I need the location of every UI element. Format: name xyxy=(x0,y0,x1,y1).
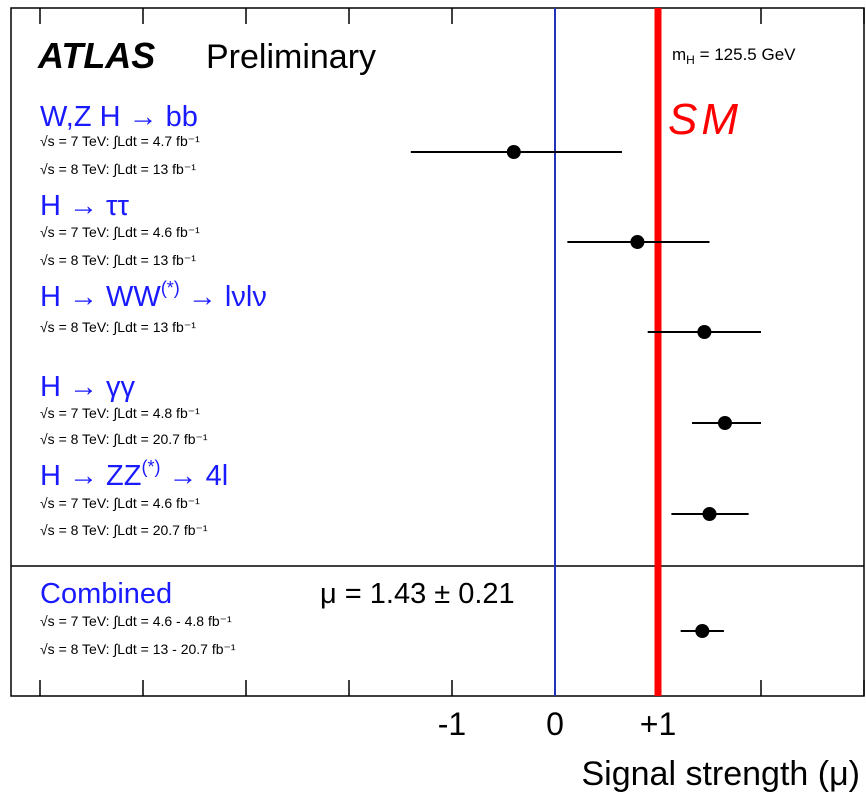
channel-label-ww-star: (*) xyxy=(161,278,180,298)
channel-label-zz-star: (*) xyxy=(142,457,161,477)
mass-label: mH = 125.5 GeV xyxy=(672,45,796,67)
channel-label-zz: H → ZZ(*) → 4l xyxy=(40,457,228,492)
data-point-zz xyxy=(702,507,717,521)
x-axis-title: Signal strength (μ) xyxy=(582,755,861,793)
channel-label-combined: Combined xyxy=(40,578,172,610)
data-point-gammagamma xyxy=(717,416,732,430)
data-points xyxy=(410,145,761,638)
lumi-zz-7tev: √s = 7 TeV: ∫Ldt = 4.6 fb⁻¹ xyxy=(40,495,200,511)
mass-value: = 125.5 GeV xyxy=(695,45,796,64)
lumi-zz-8tev: √s = 8 TeV: ∫Ldt = 20.7 fb⁻¹ xyxy=(40,522,208,538)
data-point-ww xyxy=(697,325,712,339)
lumi-gammagamma-8tev: √s = 8 TeV: ∫Ldt = 20.7 fb⁻¹ xyxy=(40,431,208,447)
lumi-combined-8tev: √s = 8 TeV: ∫Ldt = 13 - 20.7 fb⁻¹ xyxy=(40,641,236,657)
x-tick-label: 0 xyxy=(546,706,564,742)
x-tick-label: -1 xyxy=(438,706,466,742)
channel-label-ww-part1: H → WW xyxy=(40,281,161,313)
lumi-ww-8tev: √s = 8 TeV: ∫Ldt = 13 fb⁻¹ xyxy=(40,319,196,335)
lumi-gammagamma-7tev: √s = 7 TeV: ∫Ldt = 4.8 fb⁻¹ xyxy=(40,405,200,421)
combined-result: μ = 1.43 ± 0.21 xyxy=(320,578,515,610)
luminosity-labels: √s = 7 TeV: ∫Ldt = 4.7 fb⁻¹ √s = 8 TeV: … xyxy=(40,133,236,657)
plot-frame xyxy=(10,7,865,697)
channel-label-tautau: H → ττ xyxy=(40,190,130,222)
data-point-tautau xyxy=(630,235,645,249)
lumi-vh-bb-8tev: √s = 8 TeV: ∫Ldt = 13 fb⁻¹ xyxy=(40,161,196,177)
channel-label-ww: H → WW(*) → lνlν xyxy=(40,278,267,313)
data-point-vh-bb xyxy=(506,145,521,159)
experiment-label: ATLAS xyxy=(37,35,155,76)
sm-label: SM xyxy=(668,95,742,144)
lumi-tautau-8tev: √s = 8 TeV: ∫Ldt = 13 fb⁻¹ xyxy=(40,252,196,268)
x-tick-label: +1 xyxy=(640,706,676,742)
channel-label-zz-part1: H → ZZ xyxy=(40,460,142,492)
lumi-vh-bb-7tev: √s = 7 TeV: ∫Ldt = 4.7 fb⁻¹ xyxy=(40,133,200,149)
channel-label-gammagamma: H → γγ xyxy=(40,371,136,403)
mass-subscript: H xyxy=(686,53,695,67)
lumi-combined-7tev: √s = 7 TeV: ∫Ldt = 4.6 - 4.8 fb⁻¹ xyxy=(40,613,232,629)
channel-label-ww-part2: → lνlν xyxy=(180,281,267,313)
mass-symbol: m xyxy=(672,45,686,64)
channel-label-zz-part2: → 4l xyxy=(161,460,229,492)
channel-label-vh-bb: W,Z H → bb xyxy=(40,101,198,133)
lumi-tautau-7tev: √s = 7 TeV: ∫Ldt = 4.6 fb⁻¹ xyxy=(40,224,200,240)
x-axis-tick-labels: -1 0 +1 xyxy=(438,706,676,742)
status-label: Preliminary xyxy=(206,38,376,76)
data-point-combined xyxy=(695,624,710,638)
channel-labels: W,Z H → bb H → ττ H → WW(*) → lνlν H → γ… xyxy=(40,101,267,610)
